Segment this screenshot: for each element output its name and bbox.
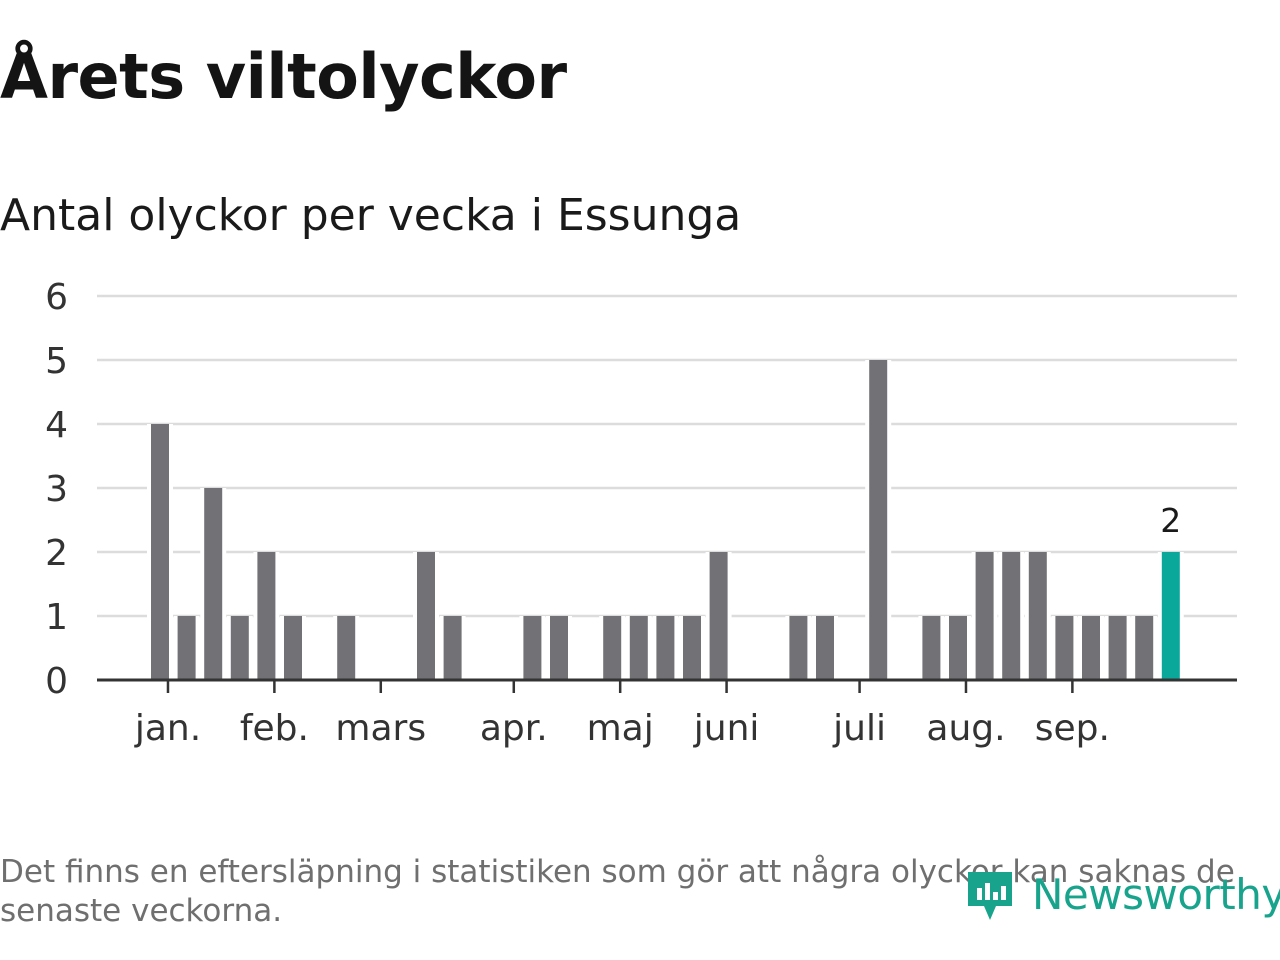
y-tick-label-0: 0 — [45, 661, 68, 702]
bar-week-20 — [656, 616, 675, 680]
bar-week-19 — [629, 616, 648, 680]
bar-week-4 — [230, 616, 249, 680]
bar-week-32 — [975, 552, 994, 680]
y-tick-label-1: 1 — [45, 597, 68, 638]
bar-week-1 — [151, 424, 169, 680]
x-axis-ticks: jan. feb. mars apr. maj juni juli aug. sep. — [134, 680, 1110, 749]
x-tick-label-apr.: apr. — [480, 708, 548, 749]
footnote: Det finns en eftersläpning i statistiken… — [0, 854, 1235, 929]
x-tick-label-juni: juni — [693, 708, 760, 749]
page-title: Årets viltolyckor — [0, 40, 567, 113]
x-tick-label-maj: maj — [587, 708, 654, 749]
newsworthy-logo-icon — [968, 872, 1012, 920]
data-label-last-week: 2 — [1160, 501, 1181, 540]
chart-subtitle: Antal olyckor per vecka i Essunga — [0, 190, 742, 241]
bar-week-38 — [1135, 616, 1154, 680]
x-tick-label-juli: juli — [832, 708, 886, 749]
bar-week-5 — [257, 552, 276, 680]
y-tick-label-5: 5 — [45, 341, 68, 382]
bar-week-35 — [1055, 616, 1074, 680]
x-tick-label-feb.: feb. — [240, 708, 309, 749]
bar-week-15 — [523, 616, 542, 680]
bar-highlight-week-39 — [1161, 552, 1180, 680]
bar-week-18 — [603, 616, 622, 680]
bar-week-8 — [337, 616, 356, 680]
y-tick-label-3: 3 — [45, 469, 68, 510]
y-tick-label-2: 2 — [45, 533, 68, 574]
bar-week-16 — [550, 616, 568, 680]
bar-week-3 — [204, 488, 223, 680]
y-tick-label-4: 4 — [45, 405, 68, 446]
bar-week-22 — [709, 552, 728, 680]
y-axis-ticks: 0 1 2 3 4 5 6 — [45, 277, 68, 702]
data-labels: 2 — [1160, 501, 1181, 540]
bar-week-21 — [683, 616, 701, 680]
x-tick-label-mars: mars — [335, 708, 426, 749]
bar-week-33 — [1002, 552, 1021, 680]
bar-week-6 — [284, 616, 302, 680]
bar-week-25 — [789, 616, 808, 680]
x-tick-label-aug.: aug. — [926, 708, 1005, 749]
bar-week-37 — [1108, 616, 1127, 680]
bar-week-31 — [949, 616, 967, 680]
x-tick-label-sep.: sep. — [1035, 708, 1110, 749]
x-tick-label-jan.: jan. — [134, 708, 201, 749]
bar-week-12 — [443, 616, 462, 680]
newsworthy-logo: Newsworthy — [964, 862, 1280, 926]
bar-week-2 — [177, 616, 196, 680]
brand-name: Newsworthy — [1032, 869, 1280, 919]
bar-week-28 — [869, 360, 888, 680]
bar-week-26 — [816, 616, 834, 680]
bar-week-11 — [417, 552, 435, 680]
y-tick-label-6: 6 — [45, 277, 68, 318]
bars — [147, 360, 1184, 680]
bar-week-36 — [1082, 616, 1100, 680]
bar-week-30 — [922, 616, 941, 680]
bar-week-34 — [1028, 552, 1047, 680]
